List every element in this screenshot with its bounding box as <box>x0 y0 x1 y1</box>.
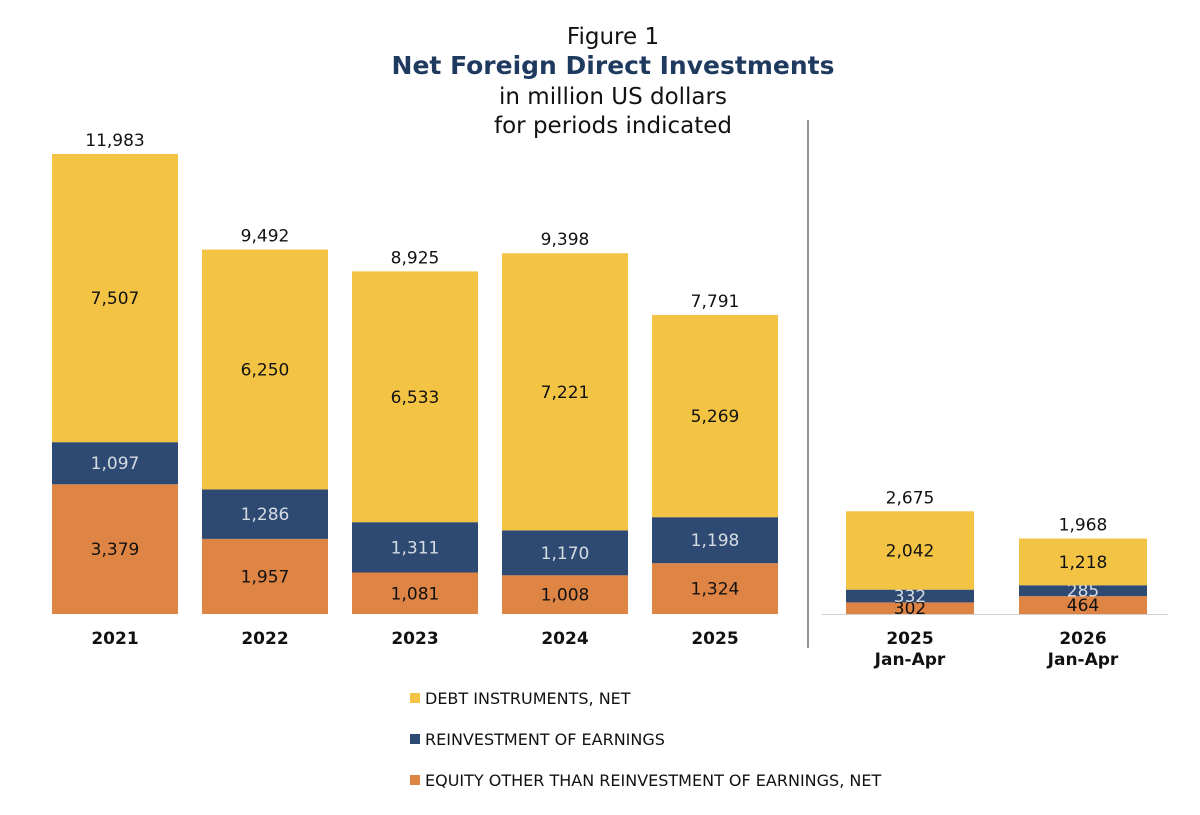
segment-value-label: 464 <box>1067 596 1099 616</box>
segment-value-label: 1,218 <box>1059 553 1108 573</box>
total-value-label: 11,983 <box>85 131 144 151</box>
segment-value-label: 2,042 <box>886 541 935 561</box>
x-tick-label: 2024 <box>541 629 588 649</box>
segment-value-label: 1,097 <box>91 454 140 474</box>
x-tick-label: 2025 <box>886 629 933 649</box>
total-value-label: 7,791 <box>691 292 740 312</box>
bar-segment <box>1019 585 1147 597</box>
segment-value-label: 285 <box>1067 582 1099 602</box>
segment-value-label: 1,311 <box>391 538 440 558</box>
total-value-label: 8,925 <box>391 248 440 268</box>
total-value-label: 9,492 <box>241 227 290 247</box>
legend: DEBT INSTRUMENTS, NET REINVESTMENT OF EAR… <box>410 689 881 790</box>
segment-value-label: 1,957 <box>241 567 290 587</box>
segment-value-label: 1,170 <box>541 544 590 564</box>
bar-segment <box>502 530 628 576</box>
bar-segment <box>52 154 178 443</box>
bar-segment <box>352 572 478 614</box>
x-axis-labels: 2021 2022 2023 2024 2025 2025Jan-Apr2026Jan-A… <box>91 629 1119 670</box>
segment-value-label: 1,198 <box>691 531 740 551</box>
bar-segment <box>352 271 478 523</box>
legend-label: EQUITY OTHER THAN REINVESTMENT OF EARNIN… <box>425 771 881 790</box>
bar-segment <box>652 563 778 614</box>
x-tick-label: 2023 <box>391 629 438 649</box>
bar-segment <box>502 575 628 614</box>
segment-value-label: 1,008 <box>541 586 590 606</box>
figure-label: Figure 1 <box>567 24 659 50</box>
bars-layer: 3,379 1,097 7,507 11,983 1,957 1,286 6,250 9,49… <box>52 131 1147 619</box>
segment-value-label: 6,250 <box>241 361 290 381</box>
segment-value-label: 6,533 <box>391 388 440 408</box>
chart-subtitle-line-1: in million US dollars <box>499 84 727 110</box>
segment-value-label: 302 <box>894 599 926 619</box>
bar-segment <box>652 517 778 564</box>
bar-segment <box>202 249 328 490</box>
bar-segment <box>52 484 178 614</box>
legend-label: DEBT INSTRUMENTS, NET <box>425 689 631 708</box>
total-value-label: 9,398 <box>541 230 590 250</box>
chart-subtitle-line-2: for periods indicated <box>494 113 732 139</box>
bar-segment <box>202 538 328 614</box>
legend-swatch <box>410 775 420 785</box>
segment-value-label: 3,379 <box>91 540 140 560</box>
chart-title: Net Foreign Direct Investments <box>392 51 835 80</box>
segment-value-label: 1,286 <box>241 505 290 525</box>
segment-value-label: 5,269 <box>691 407 740 427</box>
legend-swatch <box>410 693 420 703</box>
segment-value-label: 1,081 <box>391 584 440 604</box>
legend-swatch <box>410 734 420 744</box>
x-tick-sublabel: Jan-Apr <box>1047 650 1119 670</box>
bar-segment <box>202 489 328 539</box>
total-value-label: 2,675 <box>886 488 935 508</box>
bar-segment <box>846 511 974 590</box>
x-tick-label: 2022 <box>241 629 288 649</box>
bar-segment <box>1019 538 1147 586</box>
bar-segment <box>1019 596 1147 614</box>
x-tick-label: 2021 <box>91 629 138 649</box>
x-tick-label: 2025 <box>691 629 738 649</box>
bar-segment <box>846 589 974 603</box>
bar-segment <box>352 522 478 573</box>
segment-value-label: 7,507 <box>91 289 140 309</box>
x-tick-sublabel: Jan-Apr <box>874 650 946 670</box>
bar-segment <box>652 314 778 518</box>
bar-segment <box>846 602 974 614</box>
bar-segment <box>502 253 628 531</box>
segment-value-label: 1,324 <box>691 580 740 600</box>
segment-value-label: 7,221 <box>541 383 590 403</box>
legend-label: REINVESTMENT OF EARNINGS <box>425 730 665 749</box>
x-tick-label: 2026 <box>1059 629 1106 649</box>
segment-value-label: 332 <box>894 587 926 607</box>
total-value-label: 1,968 <box>1059 515 1108 535</box>
bar-segment <box>52 442 178 485</box>
